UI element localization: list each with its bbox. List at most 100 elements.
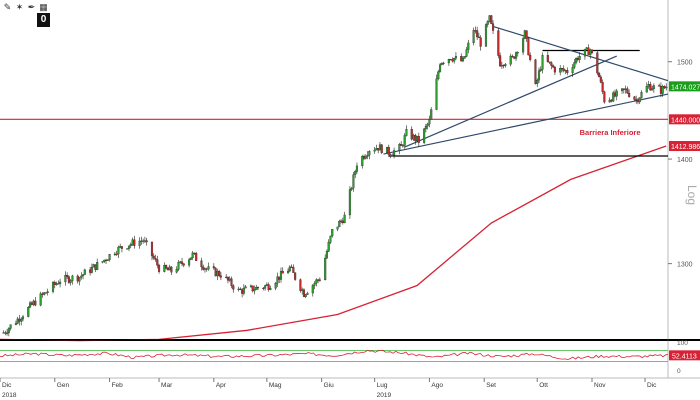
candle-body	[4, 332, 7, 334]
candle	[274, 281, 277, 291]
candle-body	[14, 323, 17, 325]
candle	[350, 186, 353, 192]
price-label-box	[669, 114, 700, 125]
candle-body	[651, 88, 654, 91]
candle	[453, 57, 456, 64]
candle-body	[193, 252, 196, 254]
candle-body	[550, 62, 553, 66]
candle-body	[467, 42, 470, 50]
candle-body	[71, 275, 74, 281]
candle-body	[253, 289, 256, 292]
candle-body	[182, 263, 185, 266]
candle-body	[103, 259, 106, 262]
candle	[71, 274, 74, 285]
candle-body	[398, 144, 401, 151]
candle-body	[578, 56, 581, 60]
candle	[375, 144, 378, 151]
candle	[486, 20, 489, 28]
candle-body	[120, 246, 123, 249]
pen-nib-icon[interactable]: ✒	[27, 2, 36, 12]
candle-body	[548, 61, 551, 63]
candle-body	[205, 268, 208, 270]
star-icon[interactable]: ✶	[15, 2, 24, 12]
candle-body	[463, 56, 466, 59]
candle-body	[9, 324, 12, 329]
candle-body	[324, 257, 327, 281]
candle	[331, 228, 334, 238]
candle	[76, 274, 79, 284]
candle-body	[30, 302, 33, 305]
candle	[55, 281, 58, 286]
candle-body	[621, 88, 624, 92]
candle	[66, 272, 69, 280]
candle-body	[354, 171, 357, 175]
candle	[18, 314, 21, 326]
candle-body	[640, 92, 643, 98]
candle	[424, 123, 427, 133]
candle-body	[278, 276, 281, 280]
candle	[491, 20, 495, 34]
candle-body	[133, 239, 136, 246]
candle-body	[536, 79, 539, 84]
rising-channel-line	[404, 55, 617, 148]
candle	[239, 287, 242, 291]
candle	[228, 276, 231, 282]
candle	[560, 67, 564, 73]
candle-body	[150, 241, 154, 257]
candle	[364, 154, 367, 160]
candle	[624, 85, 627, 94]
candle-body	[442, 62, 445, 64]
candle-body	[195, 253, 198, 261]
candle	[80, 272, 83, 280]
candle-body	[665, 86, 668, 89]
candle-body	[66, 274, 69, 277]
grid-icon[interactable]: ▦	[39, 2, 48, 12]
candle	[306, 291, 309, 295]
candle	[34, 297, 37, 307]
candle-body	[341, 220, 344, 224]
pencil-icon[interactable]: ✎	[3, 2, 12, 12]
candle	[90, 263, 93, 274]
candle	[230, 276, 233, 289]
candle	[590, 49, 594, 55]
candle-body	[325, 251, 328, 259]
candle	[621, 88, 624, 94]
candle-body	[546, 55, 549, 62]
triangle-lower-line	[383, 93, 669, 155]
candle-body	[163, 265, 166, 272]
candle-body	[447, 58, 450, 64]
candle	[195, 251, 198, 261]
candle-body	[658, 85, 661, 87]
candle-body	[317, 279, 320, 281]
candle	[317, 278, 320, 284]
candle-body	[373, 149, 376, 152]
price-label-box	[669, 81, 700, 92]
candle-body	[287, 270, 290, 274]
candle	[203, 267, 207, 273]
indicator-tick-label: 100	[677, 340, 688, 347]
candle-body	[361, 156, 364, 167]
month-label: Nov	[594, 382, 606, 389]
candle	[502, 64, 505, 69]
candle	[665, 83, 668, 91]
candle	[566, 67, 569, 76]
candle-body	[28, 302, 32, 308]
candle	[51, 280, 55, 294]
candle-body	[218, 271, 221, 276]
candle	[447, 58, 450, 66]
candle	[403, 133, 406, 149]
candle-body	[539, 69, 542, 71]
candle	[509, 53, 512, 67]
candle-body	[225, 276, 228, 278]
candle	[175, 266, 178, 274]
candle	[449, 58, 452, 61]
candle-body	[435, 78, 438, 110]
candle	[645, 82, 648, 93]
candle	[177, 259, 180, 272]
candle	[44, 292, 47, 294]
candle-body	[610, 99, 613, 102]
candle	[428, 115, 431, 128]
candle-body	[64, 274, 67, 283]
candle-body	[269, 288, 272, 290]
candle-body	[292, 267, 295, 273]
